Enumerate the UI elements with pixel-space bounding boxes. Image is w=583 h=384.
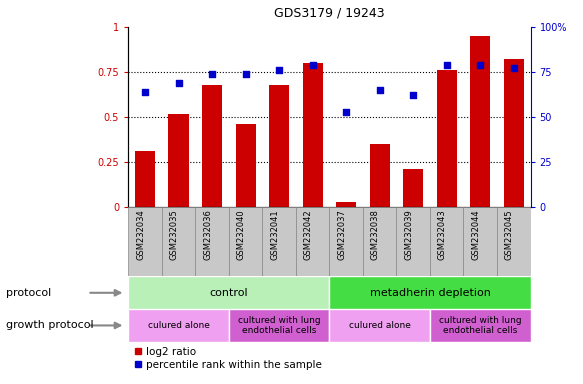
Text: control: control — [209, 288, 248, 298]
Bar — [363, 207, 396, 276]
Bar — [161, 207, 195, 276]
Bar — [430, 207, 463, 276]
Bar — [463, 207, 497, 276]
Bar — [370, 144, 389, 207]
Legend: log2 ratio, percentile rank within the sample: log2 ratio, percentile rank within the s… — [134, 347, 322, 370]
Bar — [168, 114, 188, 207]
Bar — [262, 207, 296, 276]
Bar — [229, 309, 329, 342]
Bar — [128, 276, 329, 309]
Text: GSM232042: GSM232042 — [304, 209, 312, 260]
Text: culured alone: culured alone — [349, 321, 410, 330]
Bar — [236, 124, 255, 207]
Bar — [202, 84, 222, 207]
Bar — [135, 151, 155, 207]
Point — [174, 80, 183, 86]
Point — [375, 87, 384, 93]
Point — [409, 93, 418, 99]
Text: GSM232038: GSM232038 — [371, 209, 380, 260]
Bar — [269, 84, 289, 207]
Text: growth protocol: growth protocol — [6, 320, 93, 331]
Bar — [329, 276, 531, 309]
Bar — [497, 207, 531, 276]
Point — [342, 109, 351, 115]
Bar — [470, 36, 490, 207]
Bar — [403, 169, 423, 207]
Text: GSM232045: GSM232045 — [505, 209, 514, 260]
Text: culured alone: culured alone — [147, 321, 209, 330]
Bar — [437, 70, 456, 207]
Bar — [128, 309, 229, 342]
Bar — [336, 202, 356, 207]
Bar — [504, 60, 524, 207]
Point — [308, 62, 317, 68]
Text: cultured with lung
endothelial cells: cultured with lung endothelial cells — [238, 316, 321, 335]
Point — [141, 89, 150, 95]
Point — [442, 62, 451, 68]
Bar — [195, 207, 229, 276]
Text: GSM232044: GSM232044 — [471, 209, 480, 260]
Text: GSM232034: GSM232034 — [136, 209, 145, 260]
Text: GSM232037: GSM232037 — [337, 209, 346, 260]
Bar — [329, 207, 363, 276]
Text: GSM232039: GSM232039 — [404, 209, 413, 260]
Bar — [229, 207, 262, 276]
Point — [509, 65, 518, 71]
Bar — [430, 309, 531, 342]
Text: GSM232036: GSM232036 — [203, 209, 212, 260]
Text: metadherin depletion: metadherin depletion — [370, 288, 490, 298]
Point — [476, 62, 485, 68]
Text: GDS3179 / 19243: GDS3179 / 19243 — [274, 6, 385, 19]
Point — [241, 71, 250, 77]
Text: GSM232043: GSM232043 — [438, 209, 447, 260]
Text: GSM232040: GSM232040 — [237, 209, 245, 260]
Bar — [128, 207, 161, 276]
Text: GSM232041: GSM232041 — [270, 209, 279, 260]
Text: protocol: protocol — [6, 288, 51, 298]
Bar — [296, 207, 329, 276]
Bar — [329, 309, 430, 342]
Text: GSM232035: GSM232035 — [170, 209, 178, 260]
Bar — [303, 63, 323, 207]
Point — [208, 71, 217, 77]
Point — [275, 67, 284, 73]
Bar — [396, 207, 430, 276]
Text: cultured with lung
endothelial cells: cultured with lung endothelial cells — [439, 316, 522, 335]
